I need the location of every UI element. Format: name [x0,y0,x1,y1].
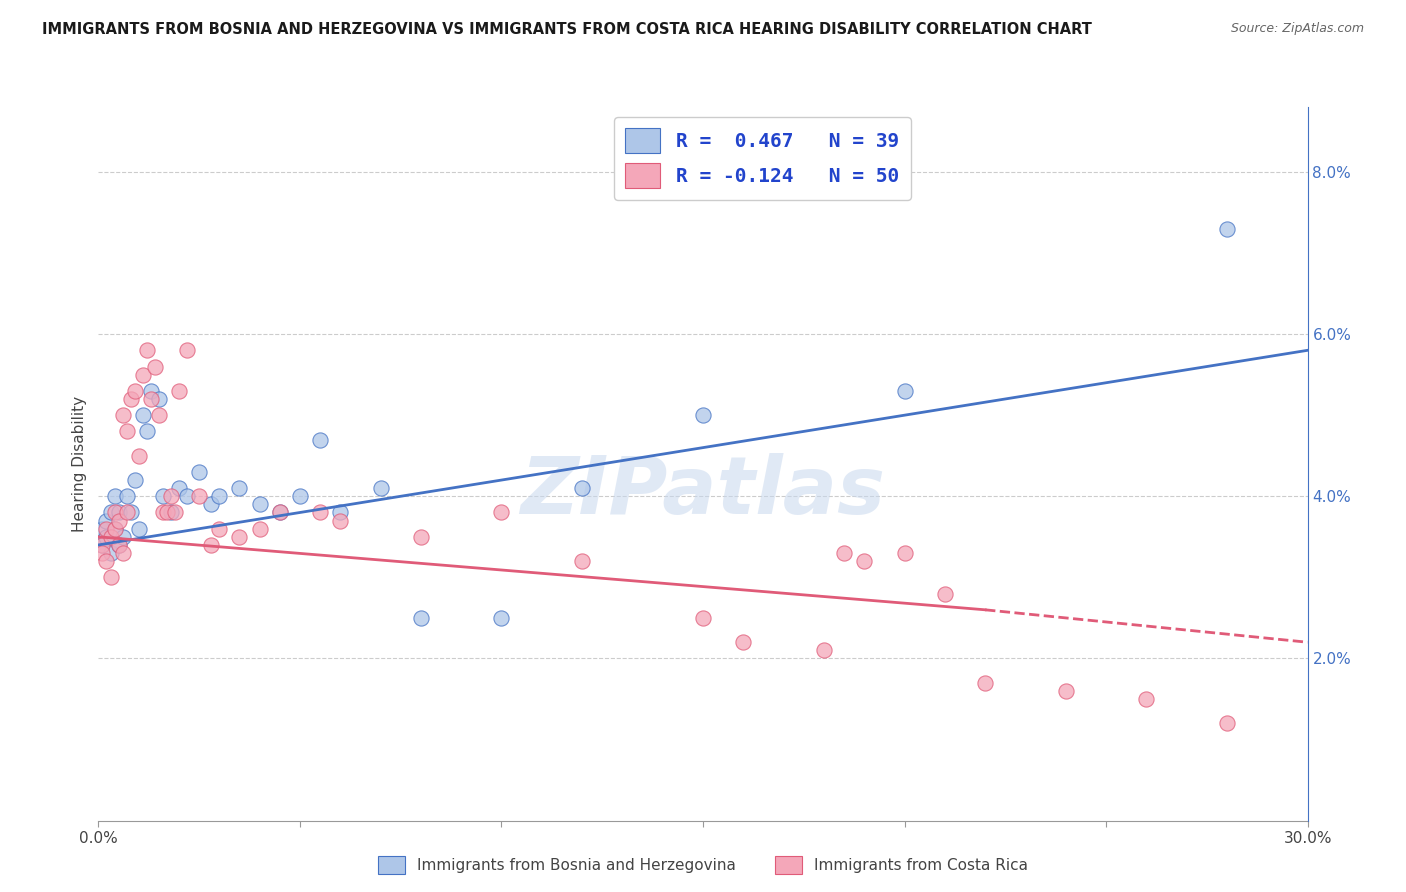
Point [128,522,150,536]
Point [96,522,118,536]
Point [128,449,150,463]
Point [115,425,138,439]
Point [491,611,513,625]
Point [115,489,138,503]
Point [132,368,155,382]
Point [309,433,332,447]
Point [111,530,134,544]
Point [200,497,222,511]
Point [160,506,183,520]
Point [100,506,122,520]
Text: Source: ZipAtlas.com: Source: ZipAtlas.com [1230,22,1364,36]
Point [139,392,162,406]
Point [139,384,162,398]
Point [107,538,129,552]
Point [692,611,714,625]
Point [934,586,956,600]
Point [269,506,291,520]
Point [132,408,155,422]
Point [160,489,183,503]
Point [91,522,114,536]
Point [100,530,122,544]
Point [1054,684,1077,698]
Point [103,522,125,536]
Point [893,546,915,560]
Point [832,546,855,560]
Point [152,489,174,503]
Point [228,481,250,495]
Point [329,506,352,520]
Point [176,343,198,358]
Point [120,392,142,406]
Point [124,473,146,487]
Text: ZIPatlas: ZIPatlas [520,453,886,532]
Point [176,489,198,503]
Point [167,481,190,495]
Point [103,489,125,503]
Point [370,481,392,495]
Point [91,538,114,552]
Point [1216,716,1239,731]
Point [228,530,250,544]
Point [111,408,134,422]
Point [409,530,432,544]
Point [143,359,166,374]
Point [491,506,513,520]
Point [100,570,122,584]
Point [96,514,118,528]
Point [103,506,125,520]
Point [103,522,125,536]
Point [1216,221,1239,235]
Y-axis label: Hearing Disability: Hearing Disability [72,396,87,532]
Point [208,522,231,536]
Point [148,392,170,406]
Point [91,538,114,552]
Point [893,384,915,398]
Point [96,554,118,568]
Text: IMMIGRANTS FROM BOSNIA AND HERZEGOVINA VS IMMIGRANTS FROM COSTA RICA HEARING DIS: IMMIGRANTS FROM BOSNIA AND HERZEGOVINA V… [42,22,1092,37]
Point [733,635,755,649]
Point [148,408,170,422]
Point [208,489,231,503]
Point [853,554,876,568]
Point [96,530,118,544]
Legend: Immigrants from Bosnia and Herzegovina, Immigrants from Costa Rica: Immigrants from Bosnia and Herzegovina, … [371,850,1035,880]
Point [974,675,997,690]
Point [249,497,271,511]
Legend: R =  0.467   N = 39, R = -0.124   N = 50: R = 0.467 N = 39, R = -0.124 N = 50 [614,117,911,200]
Point [124,384,146,398]
Point [91,546,114,560]
Point [135,425,157,439]
Point [249,522,271,536]
Point [571,481,593,495]
Point [107,506,129,520]
Point [100,546,122,560]
Point [167,384,190,398]
Point [156,506,179,520]
Point [188,489,211,503]
Point [309,506,332,520]
Point [152,506,174,520]
Point [200,538,222,552]
Point [269,506,291,520]
Point [115,506,138,520]
Point [107,538,129,552]
Point [188,465,211,479]
Point [120,506,142,520]
Point [163,506,186,520]
Point [329,514,352,528]
Point [1135,692,1157,706]
Point [409,611,432,625]
Point [571,554,593,568]
Point [813,643,835,657]
Point [288,489,311,503]
Point [135,343,157,358]
Point [692,408,714,422]
Point [107,514,129,528]
Point [111,546,134,560]
